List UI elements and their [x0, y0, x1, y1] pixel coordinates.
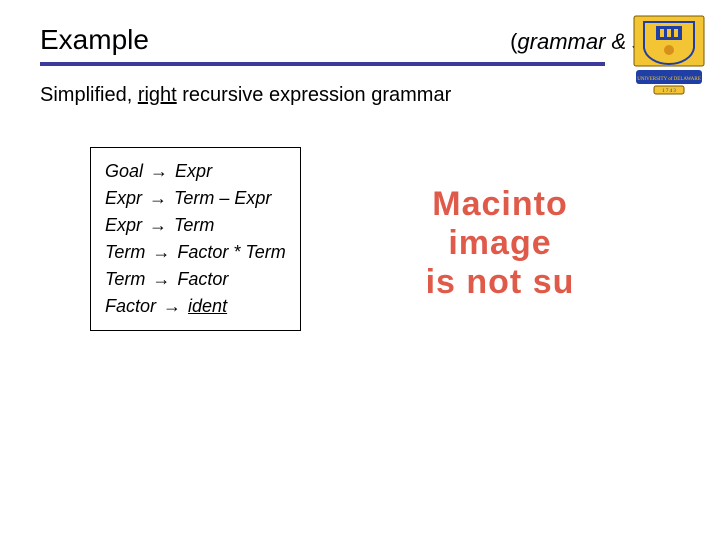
title-rule [40, 62, 605, 66]
lead-pre: Simplified, [40, 84, 138, 106]
lead-post: recursive expression grammar [177, 84, 452, 106]
broken-image-line: Macinto [370, 185, 630, 224]
grammar-rule: Term → Factor [105, 266, 286, 293]
svg-text:UNIVERSITY of DELAWARE: UNIVERSITY of DELAWARE [637, 77, 701, 82]
grammar-rule: Expr → Term [105, 212, 286, 239]
broken-image-line: image [370, 224, 630, 263]
broken-image-placeholder: Macintoimageis not su [370, 185, 630, 302]
grammar-box: Goal → ExprExpr → Term – ExprExpr → Term… [90, 147, 301, 331]
grammar-rule: Expr → Term – Expr [105, 185, 286, 212]
lead-sentence: Simplified, right recursive expression g… [40, 84, 680, 107]
svg-text:1 7 4 3: 1 7 4 3 [662, 89, 676, 94]
grammar-rule: Term → Factor * Term [105, 239, 286, 266]
grammar-rule: Factor → ident [105, 293, 286, 320]
broken-image-line: is not su [370, 263, 630, 302]
university-logo: UNIVERSITY of DELAWARE 1 7 4 3 [632, 14, 706, 96]
slide-title: Example [40, 24, 149, 56]
lead-underlined: right [138, 84, 177, 106]
grammar-rule: Goal → Expr [105, 158, 286, 185]
